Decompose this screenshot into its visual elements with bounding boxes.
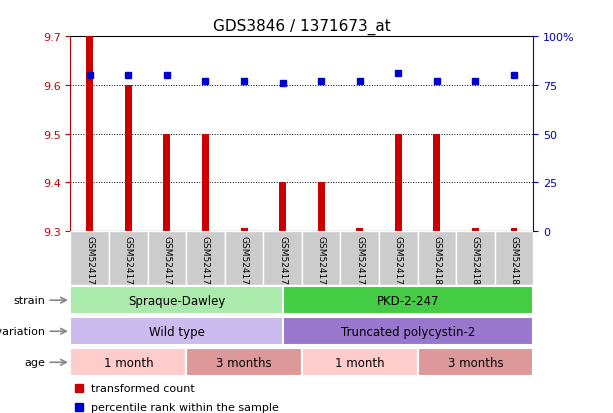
Text: 1 month: 1 month [335, 356, 384, 369]
Bar [433, 134, 440, 231]
Text: GSM524177: GSM524177 [317, 235, 326, 290]
Text: GSM524175: GSM524175 [240, 235, 248, 290]
Text: age: age [25, 357, 45, 368]
FancyBboxPatch shape [340, 231, 379, 285]
FancyBboxPatch shape [456, 231, 495, 285]
Text: genotype/variation: genotype/variation [0, 326, 45, 337]
FancyBboxPatch shape [283, 318, 533, 345]
Text: transformed count: transformed count [91, 383, 195, 393]
Bar [86, 37, 93, 231]
Bar [125, 86, 132, 231]
Text: GSM524172: GSM524172 [124, 235, 133, 290]
FancyBboxPatch shape [283, 287, 533, 314]
Bar [356, 229, 364, 231]
FancyBboxPatch shape [302, 349, 417, 376]
FancyBboxPatch shape [70, 287, 283, 314]
FancyBboxPatch shape [70, 318, 283, 345]
Text: GSM524181: GSM524181 [471, 235, 480, 290]
FancyBboxPatch shape [109, 231, 148, 285]
FancyBboxPatch shape [302, 231, 340, 285]
Bar [318, 183, 325, 231]
Text: 1 month: 1 month [104, 356, 153, 369]
Text: 3 months: 3 months [447, 356, 503, 369]
FancyBboxPatch shape [70, 231, 109, 285]
Text: percentile rank within the sample: percentile rank within the sample [91, 402, 279, 412]
Text: GSM524178: GSM524178 [356, 235, 364, 290]
FancyBboxPatch shape [225, 231, 264, 285]
Text: 3 months: 3 months [216, 356, 272, 369]
FancyBboxPatch shape [379, 231, 417, 285]
Bar [164, 134, 170, 231]
Bar [240, 229, 248, 231]
FancyBboxPatch shape [186, 349, 302, 376]
Text: PKD-2-247: PKD-2-247 [377, 294, 439, 307]
FancyBboxPatch shape [70, 349, 186, 376]
FancyBboxPatch shape [186, 231, 225, 285]
Text: Truncated polycystin-2: Truncated polycystin-2 [341, 325, 475, 338]
Bar [202, 134, 209, 231]
Title: GDS3846 / 1371673_at: GDS3846 / 1371673_at [213, 18, 390, 34]
Text: strain: strain [13, 295, 45, 306]
Text: GSM524180: GSM524180 [432, 235, 441, 290]
Bar [511, 229, 517, 231]
FancyBboxPatch shape [417, 349, 533, 376]
Text: GSM524179: GSM524179 [394, 235, 403, 290]
FancyBboxPatch shape [264, 231, 302, 285]
Bar [395, 134, 402, 231]
Text: GSM524174: GSM524174 [201, 235, 210, 290]
Text: GSM524173: GSM524173 [162, 235, 172, 290]
FancyBboxPatch shape [148, 231, 186, 285]
Text: Spraque-Dawley: Spraque-Dawley [128, 294, 225, 307]
Text: GSM524171: GSM524171 [85, 235, 94, 290]
Text: GSM524182: GSM524182 [509, 235, 519, 290]
Text: Wild type: Wild type [148, 325, 205, 338]
FancyBboxPatch shape [417, 231, 456, 285]
Bar [279, 183, 286, 231]
FancyBboxPatch shape [495, 231, 533, 285]
Bar [472, 229, 479, 231]
Text: GSM524176: GSM524176 [278, 235, 287, 290]
